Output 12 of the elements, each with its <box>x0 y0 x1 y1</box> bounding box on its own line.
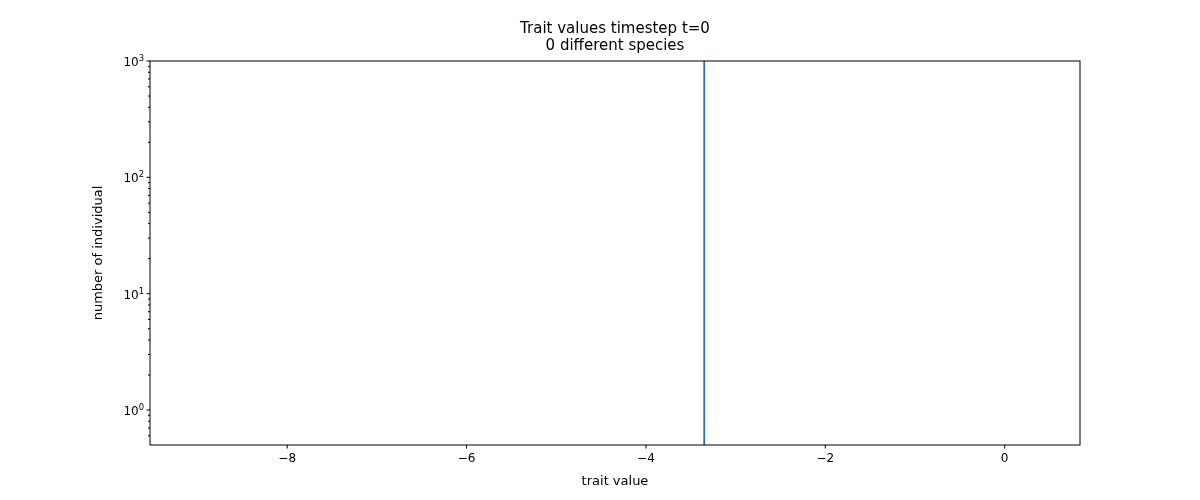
y-tick-label: 10$^{2}$ <box>123 169 144 186</box>
x-tick-label: −2 <box>816 451 835 465</box>
y-axis-title: number of individual <box>90 185 105 321</box>
x-axis-title: trait value <box>581 473 649 488</box>
x-tick-label: −6 <box>457 451 476 465</box>
y-tick-label: 10$^{0}$ <box>123 401 144 418</box>
x-tick-label: −4 <box>637 451 655 465</box>
x-tick-label: −8 <box>278 451 297 465</box>
y-tick-label: 10$^{1}$ <box>123 285 144 302</box>
chart-title: Trait values timestep t=0 0 different species <box>519 19 710 54</box>
x-tick-label: 0 <box>1000 451 1009 465</box>
y-tick-label: 10$^{3}$ <box>123 53 144 69</box>
